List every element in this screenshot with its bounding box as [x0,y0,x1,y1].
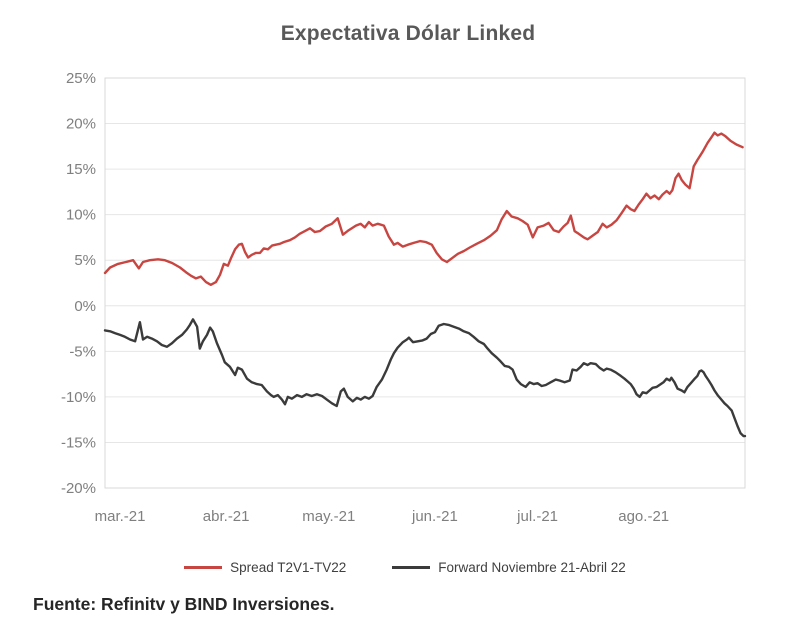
legend-item-forward: Forward Noviembre 21-Abril 22 [392,560,626,575]
x-axis-tick-label: may.-21 [302,508,355,525]
x-axis-tick-label: mar.-21 [95,508,146,525]
chart-legend: Spread T2V1-TV22 Forward Noviembre 21-Ab… [0,560,800,575]
series-line-forward [103,318,747,438]
x-axis-tick-label: ago.-21 [618,508,669,525]
y-axis-tick-label: -10% [61,389,96,406]
y-axis-tick-label: 0% [74,298,96,315]
y-axis-tick-label: 20% [66,116,96,133]
line-chart-canvas: 25% 20% 15% 10% 5% 0% -5% -10% -15% -20% mar.-21 ab… [61,70,747,525]
chart-title: Expectativa Dólar Linked [280,22,536,45]
plot-border [104,77,746,489]
y-axis-tick-label: 15% [66,161,96,178]
spread-series-line-icon [184,566,223,569]
x-axis-tick-label: jun.-21 [411,508,458,525]
legend-label-forward: Forward Noviembre 21-Abril 22 [438,560,626,575]
forward-series-line-icon [392,566,431,569]
y-axis-tick-label: -5% [69,343,96,360]
legend-item-spread: Spread T2V1-TV22 [184,560,346,575]
y-axis-tick-label: 25% [66,70,96,87]
y-axis-tick-label: 10% [66,207,96,224]
series-line-spread [103,131,744,286]
source-note: Fuente: Refinitv y BIND Inversiones. [33,594,335,614]
y-axis-tick-label: -20% [61,480,96,497]
x-axis-tick-label: jul.-21 [516,508,558,525]
legend-label-spread: Spread T2V1-TV22 [230,560,347,575]
x-axis-tick-label: abr.-21 [203,508,250,525]
y-axis-tick-label: -15% [61,434,96,451]
y-axis-tick-label: 5% [74,252,96,269]
